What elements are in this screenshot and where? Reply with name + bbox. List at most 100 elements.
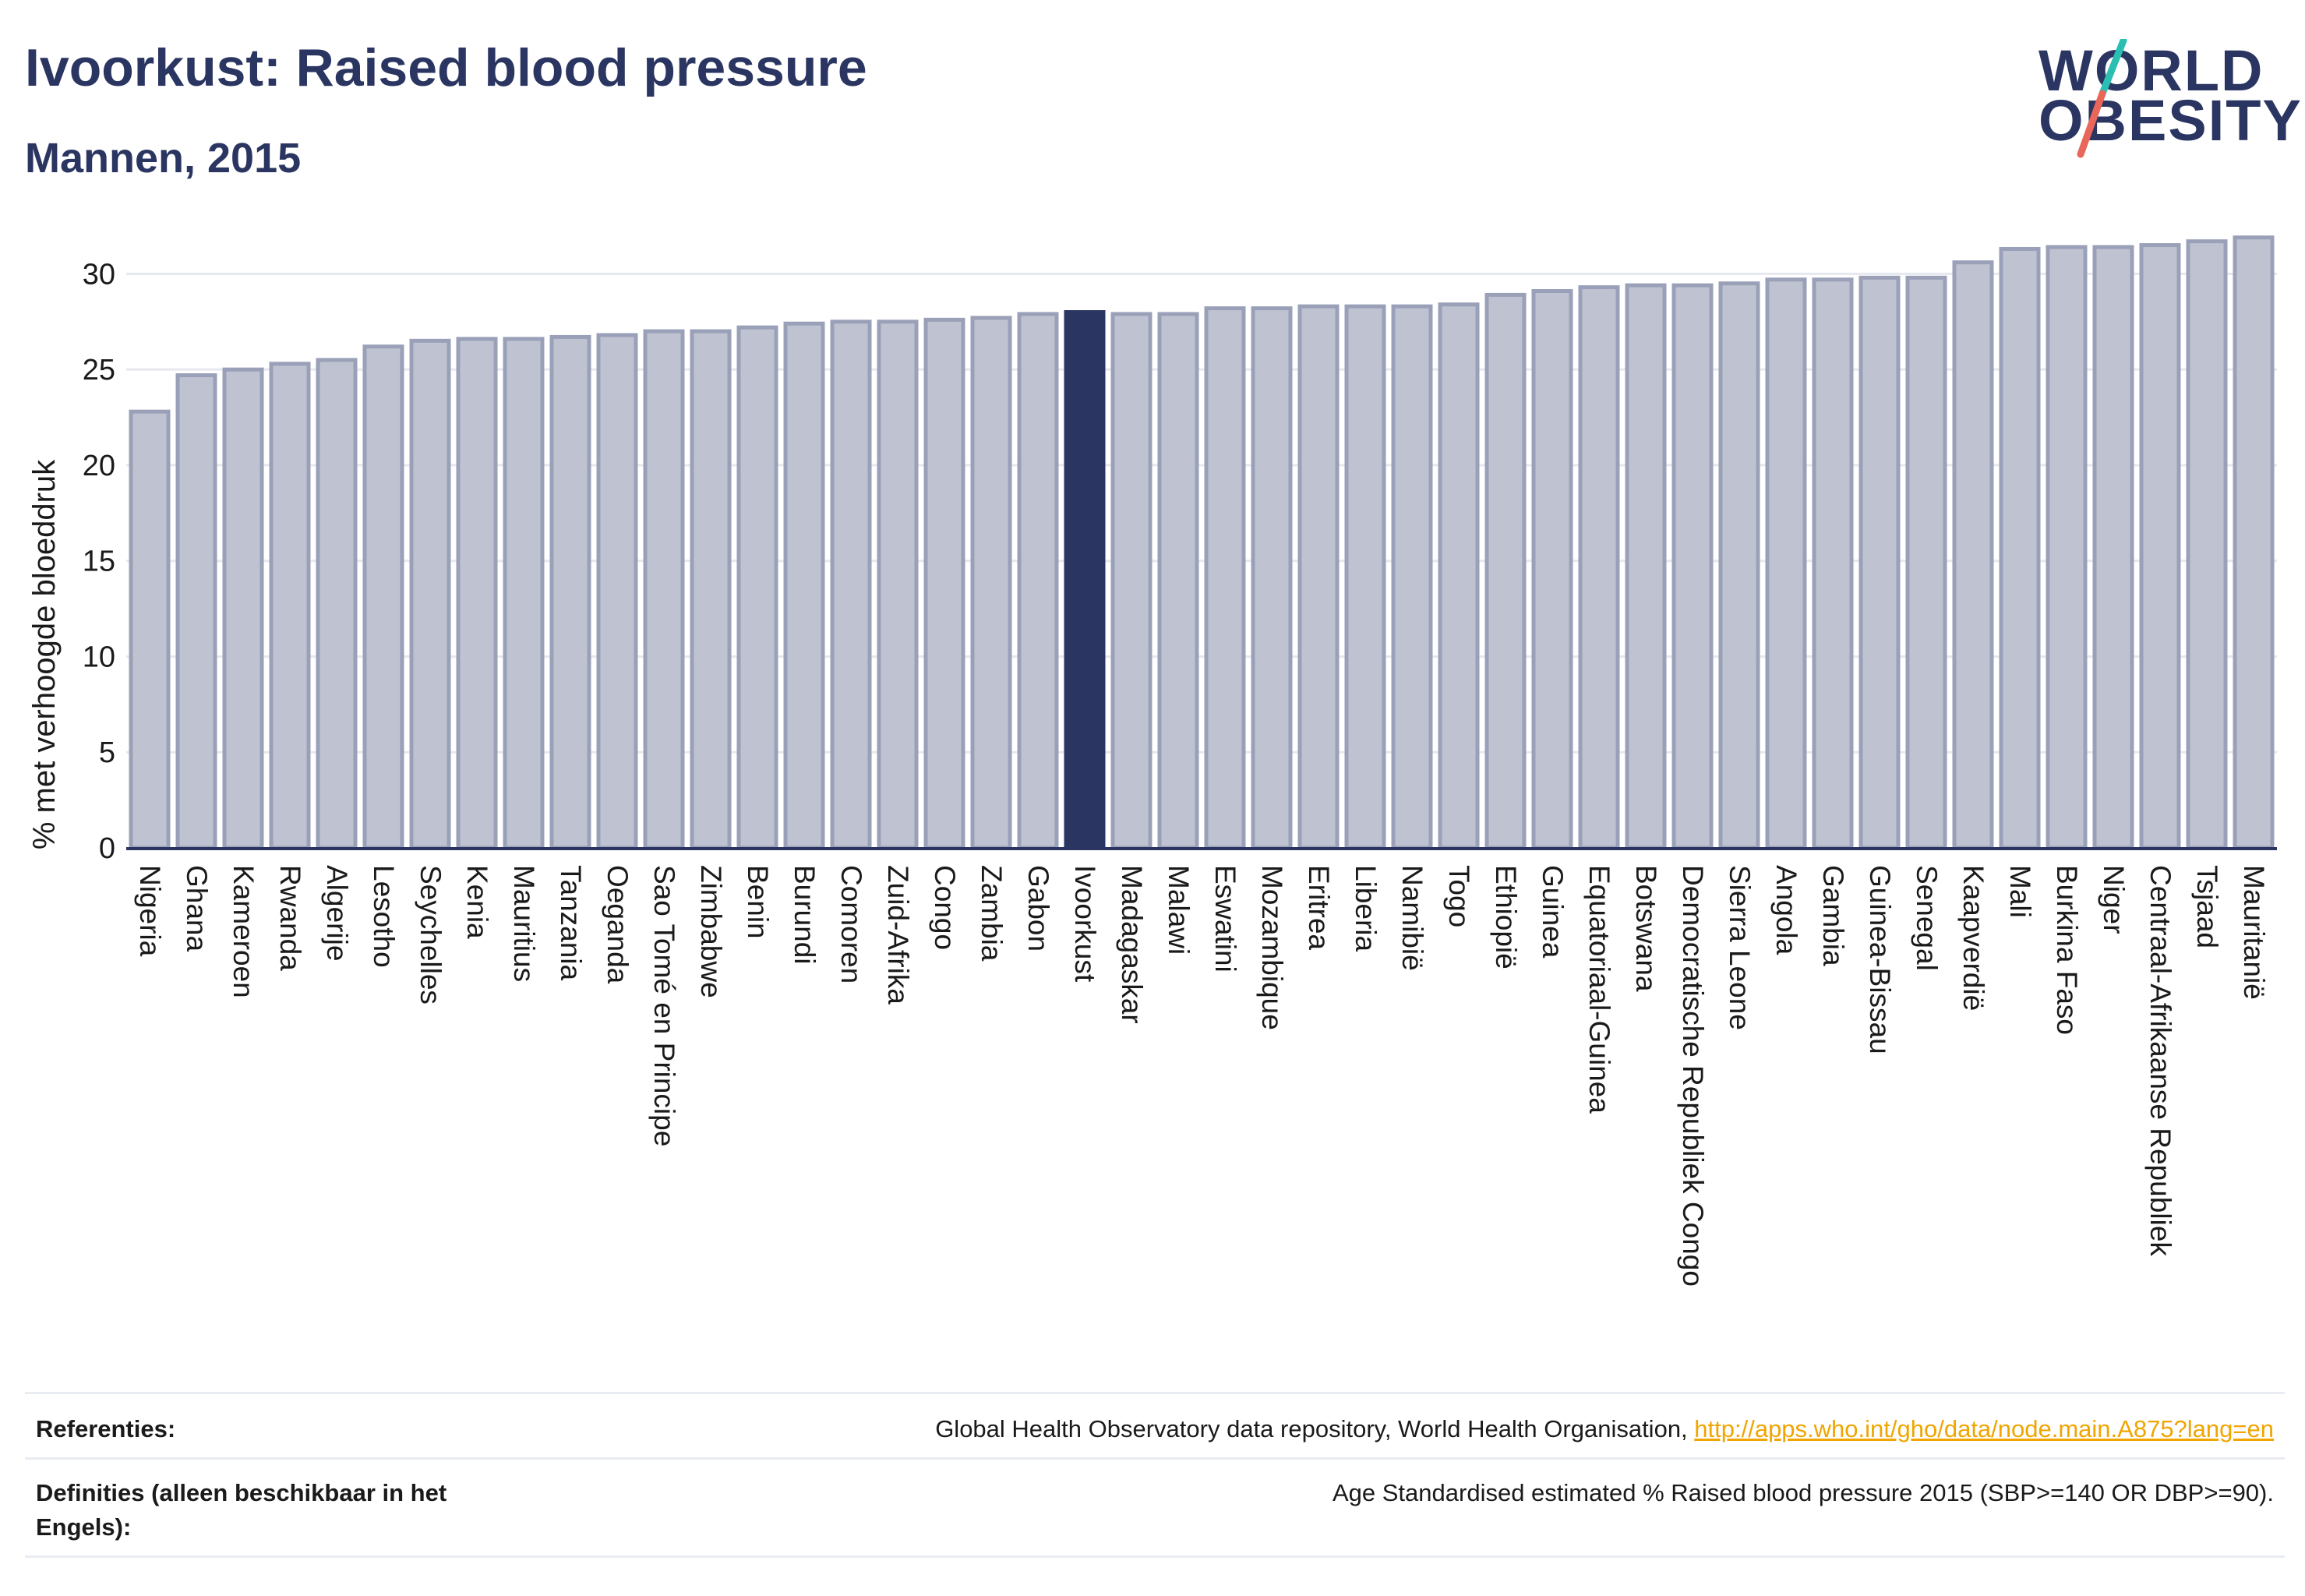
x-tick-label: Angola (1770, 865, 1802, 955)
x-tick-label: Zuid-Afrika (882, 865, 914, 1005)
footer-divider (25, 1392, 2285, 1394)
bar (877, 320, 919, 850)
logo-slash-icon (2077, 39, 2127, 158)
bar (1157, 312, 1199, 850)
bar (1718, 281, 1760, 850)
footer-divider (25, 1555, 2285, 1558)
x-tick-label: Equatoriaal-Guinea (1583, 865, 1615, 1114)
references-link[interactable]: http://apps.who.int/gho/data/node.main.A… (1694, 1415, 2274, 1442)
x-tick-label: Benin (742, 865, 774, 939)
bar (1391, 304, 1433, 850)
bar (1484, 292, 1527, 850)
x-tick-label: Nigeria (134, 865, 166, 957)
x-tick-label: Ivoorkust (1069, 865, 1101, 983)
x-tick-label: Centraal-Afrikaanse Republiek (2144, 865, 2176, 1256)
bar (456, 337, 498, 850)
bar (2139, 243, 2181, 850)
bar (2046, 245, 2088, 850)
bar (269, 362, 311, 850)
x-tick-label: Guinea (1537, 865, 1569, 959)
x-tick-label: Gambia (1817, 865, 1849, 966)
bar (129, 409, 171, 850)
x-tick-label: Mauritanië (2238, 865, 2270, 1000)
x-tick-label: Kaapverdië (1957, 865, 1989, 1011)
references-text: Global Health Observatory data repositor… (935, 1415, 1695, 1442)
x-tick-label: Madagaskar (1116, 865, 1148, 1024)
y-tick-label: 25 (83, 354, 115, 387)
bar (1204, 306, 1246, 850)
y-tick-label: 15 (83, 546, 115, 578)
bar (1812, 277, 1854, 850)
bar (596, 333, 638, 850)
bar (1438, 302, 1480, 850)
x-tick-label: Sao Tomé en Principe (648, 865, 680, 1146)
bar (1017, 312, 1059, 850)
x-tick-label: Burkina Faso (2051, 865, 2083, 1035)
y-tick-label: 20 (83, 450, 115, 482)
x-tick-label: Zimbabwe (695, 865, 727, 998)
logo-line-1: WORLD (2038, 38, 2264, 103)
x-tick-label: Mali (2004, 865, 2036, 918)
y-axis-label: % met verhoogde bloeddruk (27, 459, 62, 849)
bar (1110, 312, 1152, 850)
references-value: Global Health Observatory data repositor… (935, 1412, 2274, 1446)
x-tick-label: Liberia (1350, 865, 1382, 952)
x-tick-label: Democratische Republiek Congo (1677, 865, 1709, 1287)
bar (690, 329, 732, 850)
bars (129, 235, 2275, 850)
bar (923, 317, 965, 850)
x-tick-label: Seychelles (415, 865, 447, 1005)
world-obesity-logo: WORLD OBESITY (2026, 38, 2301, 164)
x-tick-label: Malawi (1163, 865, 1195, 955)
x-tick-label: Botswana (1630, 865, 1662, 992)
bar (549, 334, 591, 850)
bar (1952, 260, 1994, 850)
axes: 0 5 10 15 20 25 30 Nigeria Ghana Kameroen Rwanda Al… (83, 258, 2277, 1287)
bar (2233, 235, 2275, 850)
bar (316, 358, 358, 850)
x-tick-label: Senegal (1911, 865, 1943, 971)
bar (1297, 304, 1340, 850)
bar (736, 325, 778, 850)
x-tick-label: Eswatini (1209, 865, 1241, 973)
x-tick-label: Ethiopië (1490, 865, 1522, 969)
bar (1671, 283, 1714, 850)
y-tick-label: 5 (99, 736, 115, 769)
footer: Referenties: Global Health Observatory d… (25, 1392, 2285, 1594)
y-tick-label: 30 (83, 258, 115, 291)
bar (175, 373, 217, 850)
bar (1858, 275, 1901, 850)
x-tick-label: Gabon (1022, 865, 1054, 952)
x-tick-label: Comoren (835, 865, 867, 983)
x-tick-label: Burundi (789, 865, 821, 965)
x-tick-label: Namibië (1396, 865, 1428, 971)
bar (1531, 288, 1573, 850)
references-label: Referenties: (36, 1415, 176, 1442)
bar (1999, 246, 2041, 850)
y-tick-label: 0 (99, 832, 115, 865)
x-tick-label: Tanzania (555, 865, 587, 981)
bar (970, 316, 1012, 850)
x-tick-label: Eritrea (1303, 865, 1335, 950)
x-tick-label: Algerije (321, 865, 353, 961)
bar (643, 329, 685, 850)
bar (830, 320, 872, 850)
x-tick-label: Mozambique (1256, 865, 1288, 1030)
x-tick-label: Tsjaad (2191, 865, 2223, 948)
x-tick-label: Oeganda (602, 865, 634, 984)
x-tick-label: Rwanda (274, 865, 306, 971)
page-title: Ivoorkust: Raised blood pressure (25, 38, 867, 97)
definitions-label: Definities (alleen beschikbaar in het En… (36, 1479, 447, 1541)
bar (1765, 277, 1807, 850)
x-tick-label: Congo (929, 865, 961, 950)
y-tick-label: 10 (83, 641, 115, 673)
bar-chart: 0 5 10 15 20 25 30 Nigeria Ghana Kameroen Rwanda Al… (27, 235, 2277, 1287)
x-tick-label: Guinea-Bissau (1864, 865, 1896, 1054)
x-tick-label: Kenia (461, 865, 493, 939)
x-tick-label: Lesotho (368, 865, 400, 968)
x-tick-label: Kameroen (228, 865, 259, 998)
x-tick-label: Sierra Leone (1724, 865, 1756, 1030)
footer-divider (25, 1457, 2285, 1460)
bar (409, 338, 451, 850)
bar (1251, 306, 1293, 850)
